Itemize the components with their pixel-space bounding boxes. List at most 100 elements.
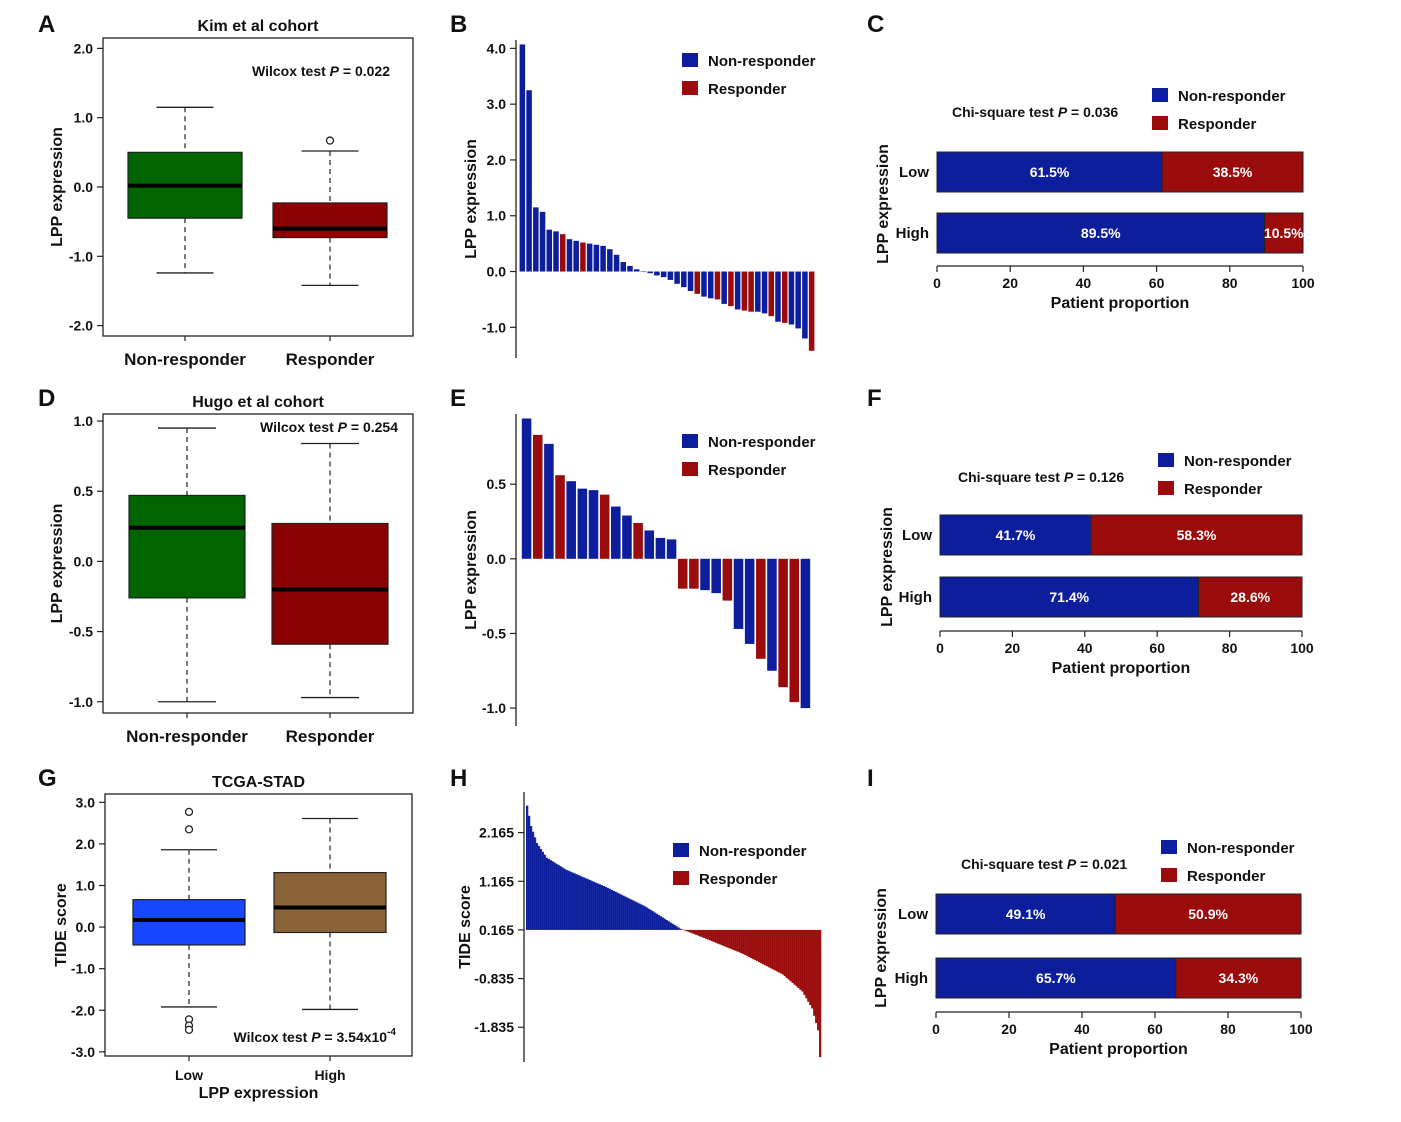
stat-value: = 0.022 [339,63,390,79]
bar-nonresponder [628,898,631,930]
bar-responder [730,929,733,950]
y-tick-label: -0.835 [474,971,514,987]
y-tick-label: 0.5 [74,483,94,499]
bar-responder [801,929,804,992]
y-tick-label: -1.0 [482,700,506,716]
y-tick-label: -0.5 [69,624,93,640]
x-tick-label: 100 [1291,275,1315,291]
chart-title: Hugo et al cohort [192,394,324,411]
bar-nonresponder [618,893,621,930]
bar-responder [767,929,771,968]
bar-responder [683,929,686,931]
y-tick-label: 3.0 [76,794,96,810]
x-tick-label: 80 [1220,1021,1236,1037]
bar-nonresponder [616,892,619,930]
bar-responder [797,929,800,989]
y-tick-label: 0.5 [487,476,507,492]
bar-nonresponder [640,271,647,273]
bar-nonresponder [575,874,578,930]
bar-nonresponder [655,913,659,930]
bar-responder [722,929,725,946]
bar-responder [785,929,788,978]
bar-responder [728,929,731,949]
statistical-test: Chi-square test P = 0.036 [952,104,1118,120]
legend-label-responder: Responder [708,81,787,98]
bar-nonresponder [649,910,653,930]
bar-responder [742,929,745,954]
bar-nonresponder [531,831,535,930]
bar-responder [808,271,815,351]
bar-nonresponder [644,530,655,559]
statistical-test: Chi-square test P = 0.021 [961,856,1127,872]
bar-responder [706,929,710,940]
bar-responder [726,929,729,948]
bar-responder [691,929,694,934]
bar-nonresponder [645,907,649,930]
bar-nonresponder [547,858,550,930]
bar-segment-responder [1161,151,1304,193]
bar-nonresponder [701,271,707,297]
legend-swatch-nonresponder [1152,88,1168,102]
legend-label-responder: Responder [1178,116,1257,133]
stat-p: P [338,419,348,435]
bar-nonresponder [571,872,574,930]
bar-nonresponder [614,891,617,930]
bar-responder [781,271,788,323]
bar-responder [722,558,733,601]
bar-responder [633,522,643,559]
bar-nonresponder [527,815,531,930]
x-tick-label: 80 [1222,640,1238,656]
x-tick-label: 20 [1001,1021,1017,1037]
legend-swatch-nonresponder [682,434,698,448]
waterfall-panel-H: H 2.165 1.165 0.165 -0.835 -1.835 TIDE score No… [450,765,822,1062]
y-axis-label: LPP expression [873,888,890,1008]
stat-value: = 0.126 [1073,469,1124,485]
bar-nonresponder [800,558,811,709]
legend-label-nonresponder: Non-responder [699,843,807,860]
outlier-point [325,136,335,145]
bar-segment-responder [1264,212,1304,254]
x-category-label: Responder [286,727,375,746]
bar-nonresponder [667,271,674,280]
y-tick-label: 0.0 [487,551,507,567]
y-category-label: Low [902,527,932,544]
y-category-label: Low [899,164,929,181]
x-tick-label: 60 [1149,640,1165,656]
bar-nonresponder [586,879,590,930]
y-tick-label: 2.0 [76,836,96,852]
bar-responder [789,558,800,703]
bar-nonresponder [565,869,568,930]
bar-nonresponder [675,926,678,930]
bar-responder [791,929,794,983]
legend-label-responder: Responder [1187,868,1266,885]
bar-responder [677,558,688,589]
bar-nonresponder [573,873,576,930]
bar-responder [807,929,810,1002]
bar-nonresponder [569,871,572,930]
y-tick-label: -2.0 [69,318,93,334]
bar-nonresponder [636,902,639,930]
bar-responder [803,929,806,995]
bar-responder [718,929,722,945]
bar-nonresponder [775,271,781,322]
legend-swatch-responder [1161,868,1177,882]
bar-responder [728,271,734,307]
x-tick-label: 60 [1147,1021,1163,1037]
bar-nonresponder [663,918,666,930]
bar-nonresponder [537,846,541,930]
x-axis-label: Patient proportion [1049,1041,1188,1058]
bar-responder [740,929,743,954]
box-2: High [273,817,387,1083]
x-tick-label: 20 [1002,275,1018,291]
bar-nonresponder [559,866,562,930]
bar-responder [532,434,543,559]
bar-nonresponder [673,924,676,930]
bar-responder [819,929,822,1058]
bar-responder [760,929,763,964]
stacked-bar-panel-F: F 41.7% 58.3% Low 71.4% 28.6% High 0 20 40 60 80 100… [867,385,1314,677]
bar-nonresponder [802,271,808,339]
legend-swatch-responder [682,81,698,95]
bar-responder [809,929,812,1006]
x-tick-label: 0 [936,640,944,656]
bar-nonresponder [633,269,640,272]
